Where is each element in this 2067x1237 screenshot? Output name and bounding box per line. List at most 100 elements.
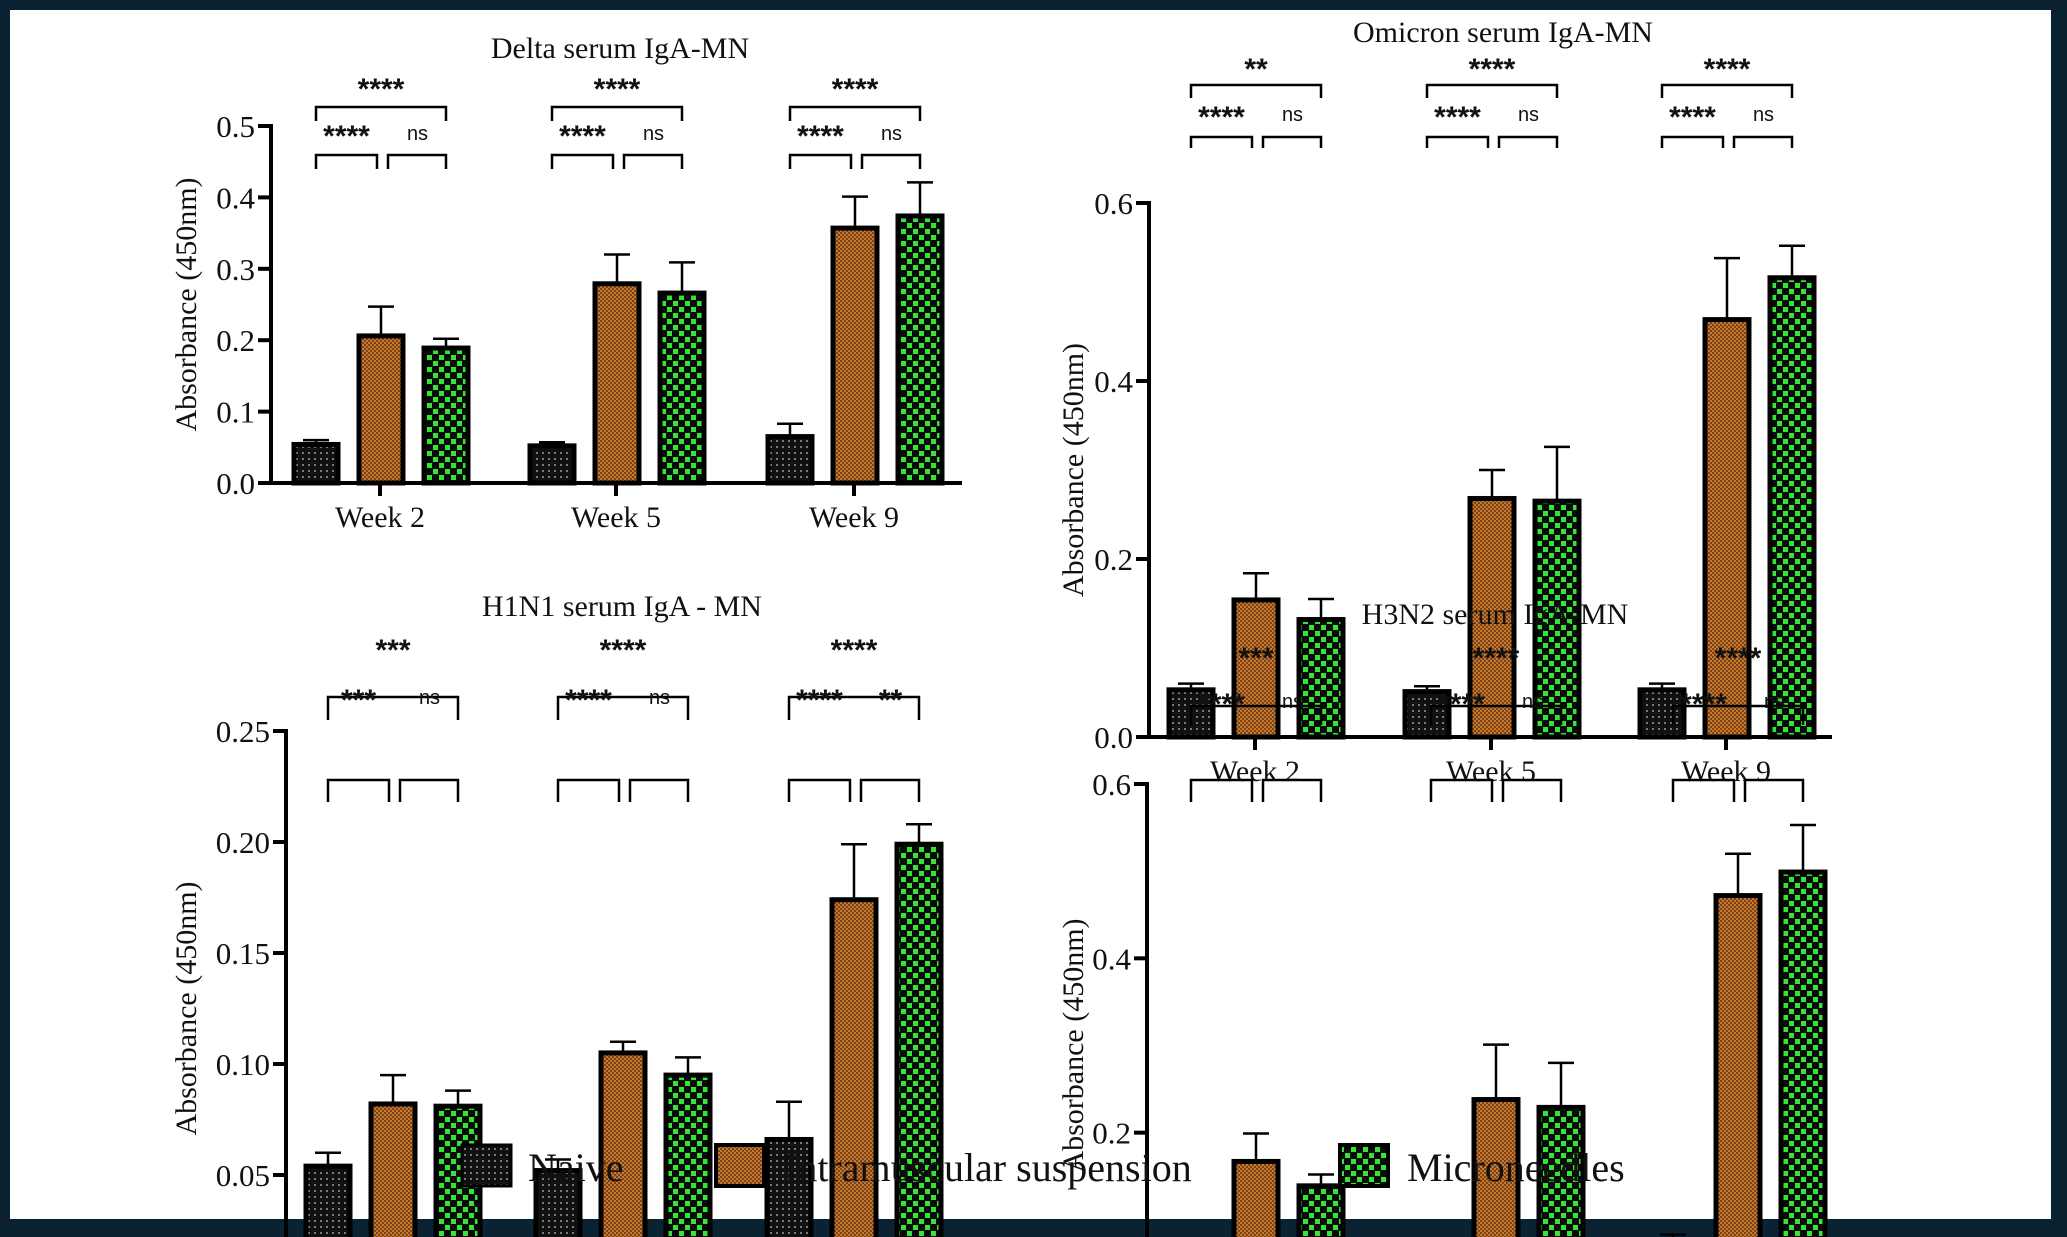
sig-im-vs-mn: ns bbox=[407, 123, 428, 145]
x-tick-label: Week 2 bbox=[335, 501, 425, 534]
sig-im-vs-mn: ns bbox=[649, 687, 670, 709]
sig-naive-vs-im: *** bbox=[341, 684, 376, 717]
sig-naive-vs-mn: **** bbox=[358, 73, 405, 106]
bar-naive bbox=[1166, 687, 1216, 740]
legend-swatch-intramuscular bbox=[714, 1143, 766, 1188]
bracket-naive-vs-im bbox=[1671, 778, 1736, 802]
bar-naive bbox=[765, 434, 815, 486]
legend-label-naive: Naive bbox=[528, 1145, 624, 1190]
sig-naive-vs-mn: **** bbox=[594, 73, 641, 106]
sig-im-vs-mn: ns bbox=[1518, 104, 1539, 126]
x-tick-label: Week 9 bbox=[809, 501, 899, 534]
x-tick-label: Week 2 bbox=[1210, 755, 1300, 788]
bracket-naive-vs-mn bbox=[1425, 83, 1559, 98]
bracket-im-vs-mn bbox=[1261, 135, 1323, 148]
bar-mn bbox=[1536, 1104, 1586, 1237]
bracket-im-vs-mn bbox=[1743, 778, 1805, 802]
y-tick-label: 0.10 bbox=[216, 1047, 270, 1082]
bar-naive bbox=[533, 1168, 583, 1237]
bracket-naive-vs-im bbox=[556, 778, 621, 802]
sig-im-vs-mn: ns bbox=[419, 687, 440, 709]
y-tick-label: 0.2 bbox=[1094, 542, 1133, 577]
sig-naive-vs-im: **** bbox=[1438, 688, 1485, 721]
bracket-naive-vs-im bbox=[550, 153, 615, 169]
chart-title: H1N1 serum IgA - MN bbox=[482, 590, 762, 623]
bar-mn bbox=[421, 345, 471, 486]
bar-im bbox=[830, 225, 880, 486]
sig-naive-vs-im: **** bbox=[1434, 101, 1481, 134]
sig-naive-vs-mn: **** bbox=[600, 634, 647, 667]
bracket-im-vs-mn bbox=[860, 153, 922, 169]
bar-mn bbox=[895, 213, 945, 486]
sig-im-vs-mn: ** bbox=[879, 684, 903, 717]
legend-item-microneedles: Microneedles bbox=[1338, 1143, 1625, 1190]
sig-naive-vs-im: **** bbox=[796, 684, 843, 717]
bracket-naive-vs-mn bbox=[1671, 704, 1805, 725]
chart-title: Omicron serum IgA-MN bbox=[1353, 16, 1653, 49]
bar-naive bbox=[527, 443, 577, 486]
y-axis-label: Absorbance (450nm) bbox=[170, 177, 203, 431]
sig-naive-vs-im: **** bbox=[1198, 688, 1245, 721]
y-axis-label: Absorbance (450nm) bbox=[170, 881, 203, 1135]
bar-mn bbox=[657, 290, 707, 486]
bracket-im-vs-mn bbox=[1501, 778, 1563, 802]
bar-im bbox=[1231, 1158, 1281, 1237]
sig-im-vs-mn: ns bbox=[1764, 691, 1785, 713]
bar-im bbox=[1231, 597, 1281, 740]
sig-naive-vs-mn: *** bbox=[375, 634, 410, 667]
y-tick-label: 0.0 bbox=[1094, 720, 1133, 755]
x-tick-label: Week 9 bbox=[1681, 755, 1771, 788]
bracket-im-vs-mn bbox=[859, 778, 921, 802]
bracket-im-vs-mn bbox=[1732, 135, 1794, 148]
sig-naive-vs-im: **** bbox=[797, 120, 844, 153]
legend-item-intramuscular: Intramuscular suspension bbox=[714, 1143, 1192, 1190]
bracket-naive-vs-im bbox=[1429, 778, 1494, 802]
sig-im-vs-mn: ns bbox=[643, 123, 664, 145]
bar-im bbox=[1471, 1097, 1521, 1237]
bracket-naive-vs-mn bbox=[314, 105, 448, 121]
bracket-naive-vs-im bbox=[1189, 135, 1254, 148]
y-tick-label: 0.6 bbox=[1092, 767, 1131, 802]
sig-im-vs-mn: ns bbox=[1753, 104, 1774, 126]
bar-naive bbox=[1637, 687, 1687, 740]
chart-delta: Delta serum IgA-MN Absorbance (450nm) 0.0 0… bbox=[170, 32, 962, 534]
sig-naive-vs-mn: **** bbox=[1473, 642, 1520, 675]
bracket-im-vs-mn bbox=[1261, 778, 1323, 802]
bracket-naive-vs-mn bbox=[788, 105, 922, 121]
y-tick-label: 0.4 bbox=[1094, 364, 1133, 399]
bracket-naive-vs-im bbox=[787, 778, 852, 802]
y-tick-label: 0.5 bbox=[216, 109, 255, 144]
y-tick-label: 0.4 bbox=[216, 180, 255, 215]
bracket-naive-vs-im bbox=[314, 153, 379, 169]
sig-im-vs-mn: ns bbox=[881, 123, 902, 145]
bracket-naive-vs-mn bbox=[1429, 704, 1563, 725]
bracket-im-vs-mn bbox=[386, 153, 448, 169]
y-tick-label: 0.0 bbox=[216, 466, 255, 501]
bar-im bbox=[592, 281, 642, 486]
bracket-naive-vs-mn bbox=[1660, 83, 1794, 98]
bracket-naive-vs-mn bbox=[556, 695, 690, 720]
bar-mn bbox=[1778, 869, 1828, 1237]
bar-im bbox=[1713, 893, 1763, 1237]
bar-mn bbox=[1296, 1183, 1346, 1237]
y-tick-label: 0.2 bbox=[1092, 1116, 1131, 1151]
sig-naive-vs-mn: **** bbox=[1469, 53, 1516, 86]
bar-mn bbox=[1532, 498, 1582, 740]
sig-im-vs-mn: ns bbox=[1282, 104, 1303, 126]
bracket-naive-vs-im bbox=[1425, 135, 1490, 148]
legend-swatch-naive bbox=[460, 1143, 513, 1188]
bar-mn bbox=[663, 1072, 713, 1237]
bar-im bbox=[829, 897, 879, 1237]
bar-naive bbox=[303, 1163, 353, 1237]
y-tick-label: 0.6 bbox=[1094, 186, 1133, 221]
sig-naive-vs-mn: **** bbox=[831, 634, 878, 667]
chart-h3n2: H3N2 serum IgA-MN Absorbance (450nm) 0.0 0.… bbox=[1057, 598, 1828, 1237]
sig-naive-vs-im: **** bbox=[1680, 688, 1727, 721]
bracket-im-vs-mn bbox=[1497, 135, 1559, 148]
chart-title: Delta serum IgA-MN bbox=[491, 32, 749, 65]
legend-label-intramuscular: Intramuscular suspension bbox=[784, 1145, 1192, 1190]
y-tick-label: 0.3 bbox=[216, 252, 255, 287]
sig-naive-vs-im: **** bbox=[565, 684, 612, 717]
